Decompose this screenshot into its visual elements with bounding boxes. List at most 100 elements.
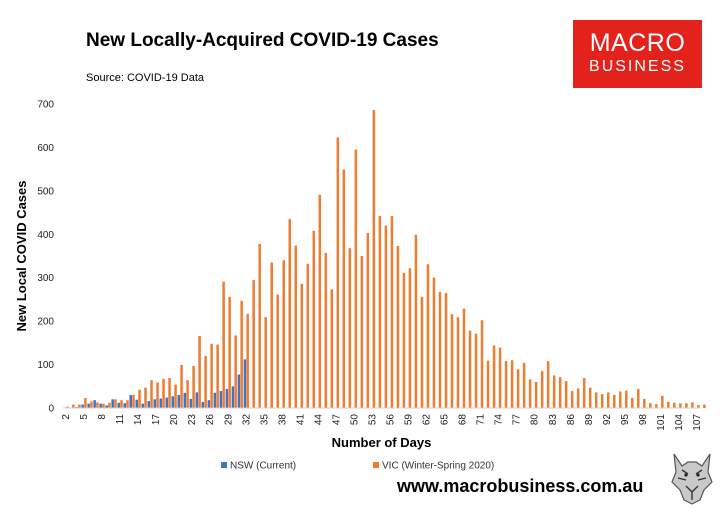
bar-vic-day-53 <box>372 110 376 408</box>
logo-line-2: BUSINESS <box>589 58 686 75</box>
bar-vic-day-61 <box>420 296 424 408</box>
bar-vic-day-91 <box>600 394 604 408</box>
bar-vic-day-106 <box>691 402 694 408</box>
bar-vic-day-10 <box>114 399 117 408</box>
bar-vic-day-76 <box>510 360 514 408</box>
x-tick-label: 80 <box>530 414 541 426</box>
bar-vic-day-74 <box>498 347 502 408</box>
bar-vic-day-99 <box>649 403 652 408</box>
bar-vic-day-11 <box>120 400 123 408</box>
x-tick-label: 59 <box>404 414 415 426</box>
bar-vic-day-93 <box>612 394 616 408</box>
x-tick-label: 77 <box>512 414 523 426</box>
bar-vic-day-27 <box>216 344 219 408</box>
bar-vic-day-37 <box>276 294 279 408</box>
bar-vic-day-9 <box>108 402 111 408</box>
bar-vic-day-18 <box>162 378 165 408</box>
x-tick-label: 68 <box>458 414 469 426</box>
bar-vic-day-28 <box>222 281 225 408</box>
bar-vic-day-8 <box>102 403 105 408</box>
bar-vic-day-67 <box>456 317 460 408</box>
macrobusiness-logo: MACRO BUSINESS <box>573 20 702 88</box>
bar-vic-day-78 <box>522 362 526 408</box>
bar-vic-day-107 <box>697 404 700 408</box>
bar-vic-day-98 <box>643 398 646 408</box>
x-tick-label: 47 <box>331 414 342 426</box>
bar-vic-day-29 <box>228 296 231 408</box>
bar-vic-day-101 <box>661 395 664 408</box>
bar-vic-day-64 <box>438 292 442 408</box>
bar-nsw-day-9 <box>105 405 108 408</box>
bar-vic-day-42 <box>306 263 310 408</box>
bar-vic-day-80 <box>534 381 538 408</box>
bar-vic-day-56 <box>390 216 394 408</box>
x-axis-ticks: 2 5 8 11 14 17 20 23 26 29 32 35 38 41 44 47 50 53 56 59 62 6… <box>61 414 703 431</box>
bar-vic-day-108 <box>703 404 706 408</box>
bar-vic-day-100 <box>655 404 658 408</box>
bar-vic-day-83 <box>552 375 556 408</box>
bar-vic-day-75 <box>504 361 508 408</box>
chart-source: Source: COVID-19 Data <box>86 72 204 84</box>
y-tick-label: 500 <box>37 186 54 197</box>
bar-vic-day-55 <box>384 225 388 408</box>
bar-nsw-day-32 <box>243 359 247 408</box>
bar-vic-day-96 <box>631 398 634 408</box>
x-tick-label: 38 <box>277 414 288 426</box>
bar-nsw-day-19 <box>165 397 169 408</box>
bar-vic-day-81 <box>540 371 544 408</box>
bar-vic-day-33 <box>252 279 255 408</box>
bar-vic-day-87 <box>576 388 580 408</box>
bar-nsw-day-20 <box>171 396 175 408</box>
bar-nsw-day-25 <box>201 401 205 408</box>
x-tick-label: 95 <box>620 414 631 426</box>
legend-label-vic: VIC (Winter-Spring 2020) <box>382 461 494 472</box>
x-tick-label: 26 <box>205 414 216 426</box>
x-tick-label: 29 <box>223 414 234 426</box>
bar-vic-day-71 <box>480 320 484 408</box>
bar-nsw-day-22 <box>183 392 187 408</box>
bar-nsw-day-29 <box>225 388 229 408</box>
y-tick-label: 700 <box>37 100 54 111</box>
bar-vic-day-86 <box>570 391 574 408</box>
logo-line-1: MACRO <box>589 29 686 57</box>
x-tick-label: 86 <box>566 414 577 426</box>
bar-vic-day-20 <box>174 384 177 408</box>
bar-vic-day-88 <box>582 378 586 408</box>
bar-vic-day-89 <box>588 387 592 408</box>
bar-vic-day-60 <box>414 234 418 408</box>
chart-title: New Locally-Acquired COVID-19 Cases <box>86 30 439 51</box>
bar-nsw-day-14 <box>135 399 138 408</box>
bar-vic-day-17 <box>156 382 159 408</box>
bar-vic-day-21 <box>180 365 183 408</box>
x-tick-label: 53 <box>367 414 378 426</box>
bar-nsw-day-5 <box>81 404 84 408</box>
y-tick-label: 200 <box>37 317 54 328</box>
x-tick-label: 35 <box>259 414 270 426</box>
chart-bars <box>66 110 706 408</box>
x-tick-label: 107 <box>692 414 703 431</box>
bar-vic-day-54 <box>378 216 382 408</box>
x-tick-label: 104 <box>674 414 685 431</box>
bar-vic-day-16 <box>150 380 153 408</box>
bar-vic-day-25 <box>204 355 207 408</box>
y-tick-label: 300 <box>37 273 54 284</box>
x-tick-label: 23 <box>187 414 198 426</box>
legend-label-nsw: NSW (Current) <box>230 461 296 472</box>
x-tick-label: 71 <box>476 414 487 426</box>
bar-vic-day-82 <box>546 361 550 408</box>
x-axis-title: Number of Days <box>332 435 432 450</box>
bar-vic-day-24 <box>198 335 201 408</box>
bar-vic-day-45 <box>324 252 328 408</box>
bar-vic-day-30 <box>234 335 237 408</box>
bar-vic-day-4 <box>78 404 81 408</box>
x-tick-label: 89 <box>584 414 595 426</box>
bar-vic-day-7 <box>96 402 99 408</box>
bar-vic-day-43 <box>312 230 316 408</box>
bar-vic-day-48 <box>342 169 346 408</box>
bar-vic-day-14 <box>138 389 141 408</box>
bar-nsw-day-15 <box>141 403 144 408</box>
bar-vic-day-69 <box>468 330 472 408</box>
x-tick-label: 50 <box>349 414 360 426</box>
bar-nsw-day-13 <box>129 394 132 408</box>
